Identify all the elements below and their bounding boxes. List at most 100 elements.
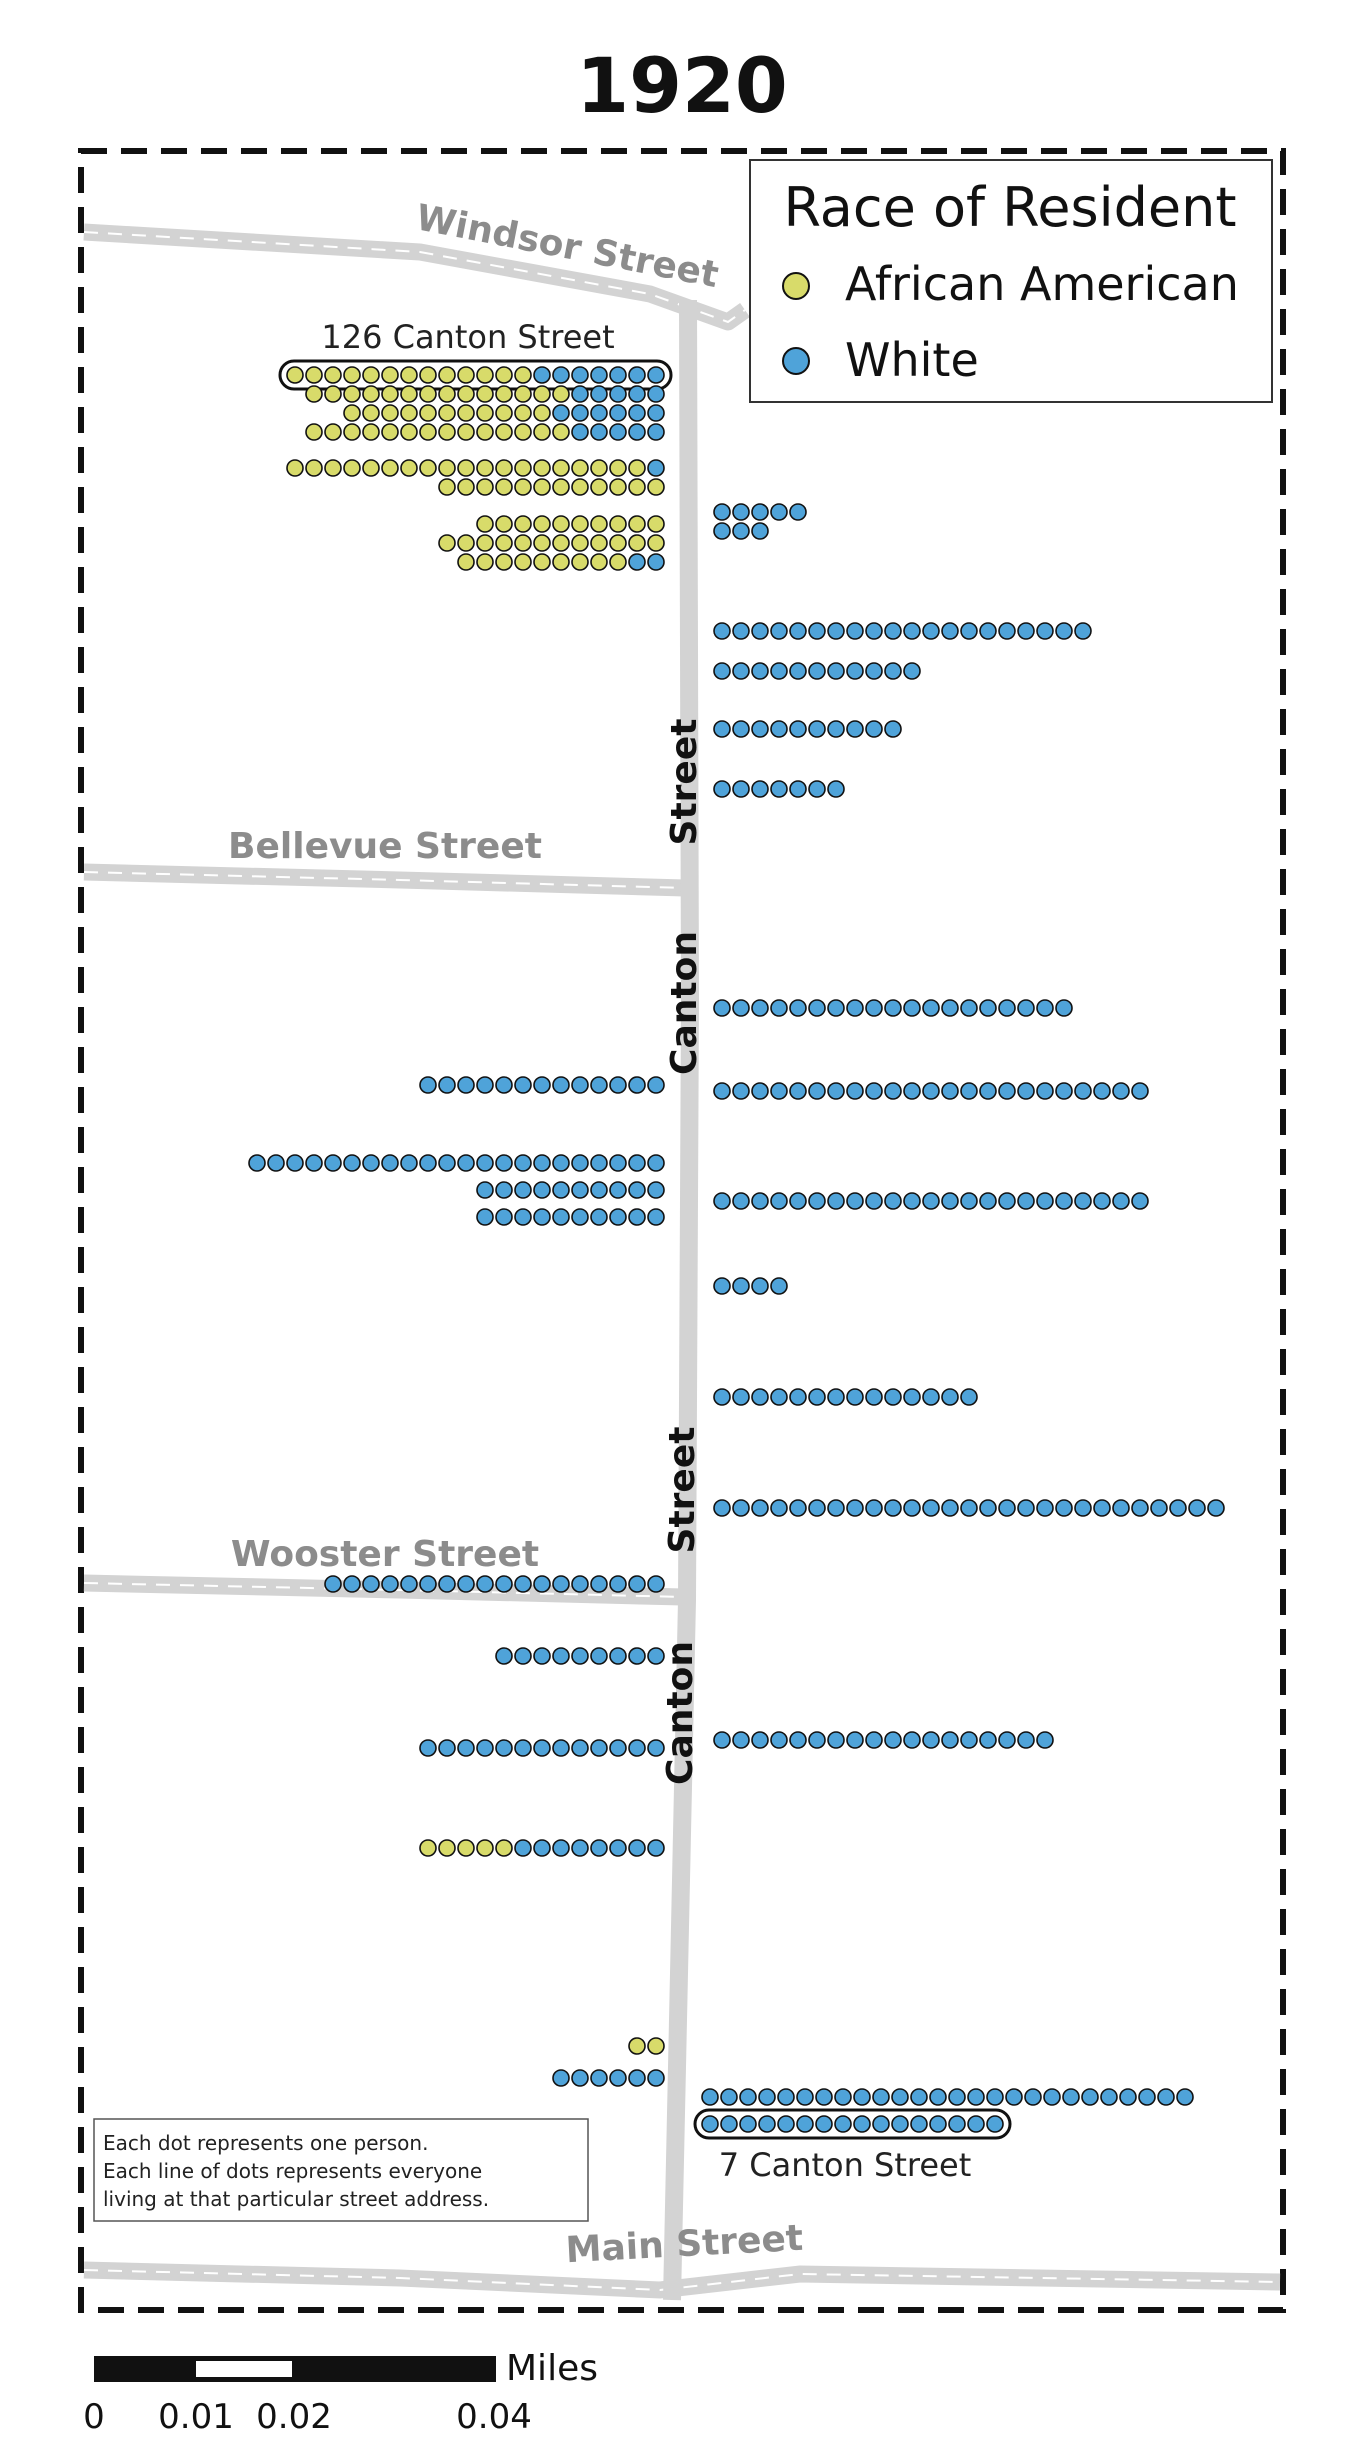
- resident-dot-white: [552, 1208, 570, 1226]
- resident-dot-white: [713, 999, 731, 1017]
- resident-dot-white: [713, 780, 731, 798]
- resident-dot-african-american: [533, 478, 551, 496]
- resident-dot-african-american: [457, 423, 475, 441]
- resident-dot-white: [476, 1739, 494, 1757]
- resident-dot-white: [751, 720, 769, 738]
- resident-dot-white: [400, 1154, 418, 1172]
- resident-dot-african-american: [571, 478, 589, 496]
- resident-dot-white: [865, 622, 883, 640]
- resident-dot-white: [922, 999, 940, 1017]
- resident-dot-white: [1036, 622, 1054, 640]
- resident-dot-white: [1036, 1731, 1054, 1749]
- resident-dot-white: [457, 1739, 475, 1757]
- scale-tick-0: 0: [83, 2397, 105, 2437]
- household-row: [713, 622, 1092, 640]
- resident-dot-white: [865, 999, 883, 1017]
- resident-dot-white: [827, 1499, 845, 1517]
- resident-dot-white: [865, 662, 883, 680]
- resident-dot-african-american: [533, 553, 551, 571]
- resident-dot-white: [846, 720, 864, 738]
- canton-street-label-word-canton-upper: Canton: [664, 931, 705, 1075]
- resident-dot-african-american: [514, 553, 532, 571]
- resident-dot-white: [751, 1499, 769, 1517]
- resident-dot-white: [751, 1388, 769, 1406]
- resident-dot-white: [1055, 1192, 1073, 1210]
- resident-dot-white: [628, 1181, 646, 1199]
- resident-dot-white: [1176, 2088, 1194, 2106]
- resident-dot-white: [438, 1575, 456, 1593]
- resident-dot-white: [324, 1575, 342, 1593]
- resident-dot-white: [628, 1076, 646, 1094]
- resident-dot-african-american: [609, 534, 627, 552]
- resident-dot-white: [827, 1388, 845, 1406]
- note-line-1: Each dot represents one person.: [103, 2131, 428, 2155]
- resident-dot-white: [903, 1731, 921, 1749]
- resident-dot-white: [1055, 999, 1073, 1017]
- resident-dot-white: [1005, 2088, 1023, 2106]
- resident-dot-white: [979, 999, 997, 1017]
- household-row: [305, 385, 665, 403]
- resident-dot-white: [1093, 1082, 1111, 1100]
- resident-dot-african-american: [590, 553, 608, 571]
- east-side-households: [693, 503, 1225, 2140]
- resident-dot-white: [514, 1208, 532, 1226]
- resident-dot-white: [1157, 2088, 1175, 2106]
- note-box: [93, 2118, 589, 2222]
- resident-dot-white: [834, 2088, 852, 2106]
- resident-dot-white: [324, 1154, 342, 1172]
- resident-dot-white: [967, 2115, 985, 2133]
- household-row: [713, 1388, 978, 1406]
- resident-dot-white: [865, 720, 883, 738]
- resident-dot-white: [457, 1154, 475, 1172]
- resident-dot-white: [720, 2115, 738, 2133]
- scale-bar: Miles 0 0.01 0.02 0.04: [83, 2348, 598, 2437]
- address-highlight-126-canton-street: [278, 359, 673, 391]
- resident-dot-white: [846, 622, 864, 640]
- resident-dot-african-american: [590, 515, 608, 533]
- resident-dot-white: [732, 503, 750, 521]
- resident-dot-white: [495, 1076, 513, 1094]
- resident-dot-white: [1036, 1192, 1054, 1210]
- resident-dot-white: [827, 999, 845, 1017]
- resident-dot-african-american: [476, 515, 494, 533]
- resident-dot-white: [628, 1839, 646, 1857]
- resident-dot-african-american: [609, 459, 627, 477]
- legend-label-african-american: African American: [845, 257, 1239, 311]
- resident-dot-african-american: [571, 534, 589, 552]
- resident-dot-white: [438, 1076, 456, 1094]
- resident-dot-white: [1043, 2088, 1061, 2106]
- resident-dot-white: [419, 1739, 437, 1757]
- resident-dot-white: [438, 1154, 456, 1172]
- resident-dot-white: [552, 1839, 570, 1857]
- scale-bar-unit: Miles: [506, 2348, 598, 2389]
- resident-dot-white: [796, 2088, 814, 2106]
- resident-dot-white: [590, 1181, 608, 1199]
- resident-dot-white: [808, 999, 826, 1017]
- resident-dot-white: [1131, 1082, 1149, 1100]
- resident-dot-white: [770, 999, 788, 1017]
- resident-dot-white: [1024, 2088, 1042, 2106]
- resident-dot-african-american: [495, 534, 513, 552]
- resident-dot-white: [751, 662, 769, 680]
- resident-dot-white: [770, 1731, 788, 1749]
- resident-dot-white: [751, 780, 769, 798]
- resident-dot-white: [647, 1839, 665, 1857]
- resident-dot-african-american: [533, 534, 551, 552]
- resident-dot-white: [552, 1575, 570, 1593]
- household-row: [713, 780, 845, 798]
- resident-dot-white: [998, 1731, 1016, 1749]
- resident-dot-white: [789, 1082, 807, 1100]
- resident-dot-white: [998, 1082, 1016, 1100]
- resident-dot-white: [476, 1076, 494, 1094]
- resident-dot-african-american: [590, 534, 608, 552]
- resident-dot-white: [590, 2069, 608, 2087]
- resident-dot-white: [647, 1739, 665, 1757]
- resident-dot-white: [967, 2088, 985, 2106]
- resident-dot-african-american: [476, 423, 494, 441]
- resident-dot-white: [827, 662, 845, 680]
- resident-dot-african-american: [514, 385, 532, 403]
- callout-7-canton-street: 7 Canton Street: [719, 2146, 972, 2184]
- household-row: [419, 1839, 665, 1857]
- resident-dot-white: [789, 1388, 807, 1406]
- resident-dot-african-american: [438, 423, 456, 441]
